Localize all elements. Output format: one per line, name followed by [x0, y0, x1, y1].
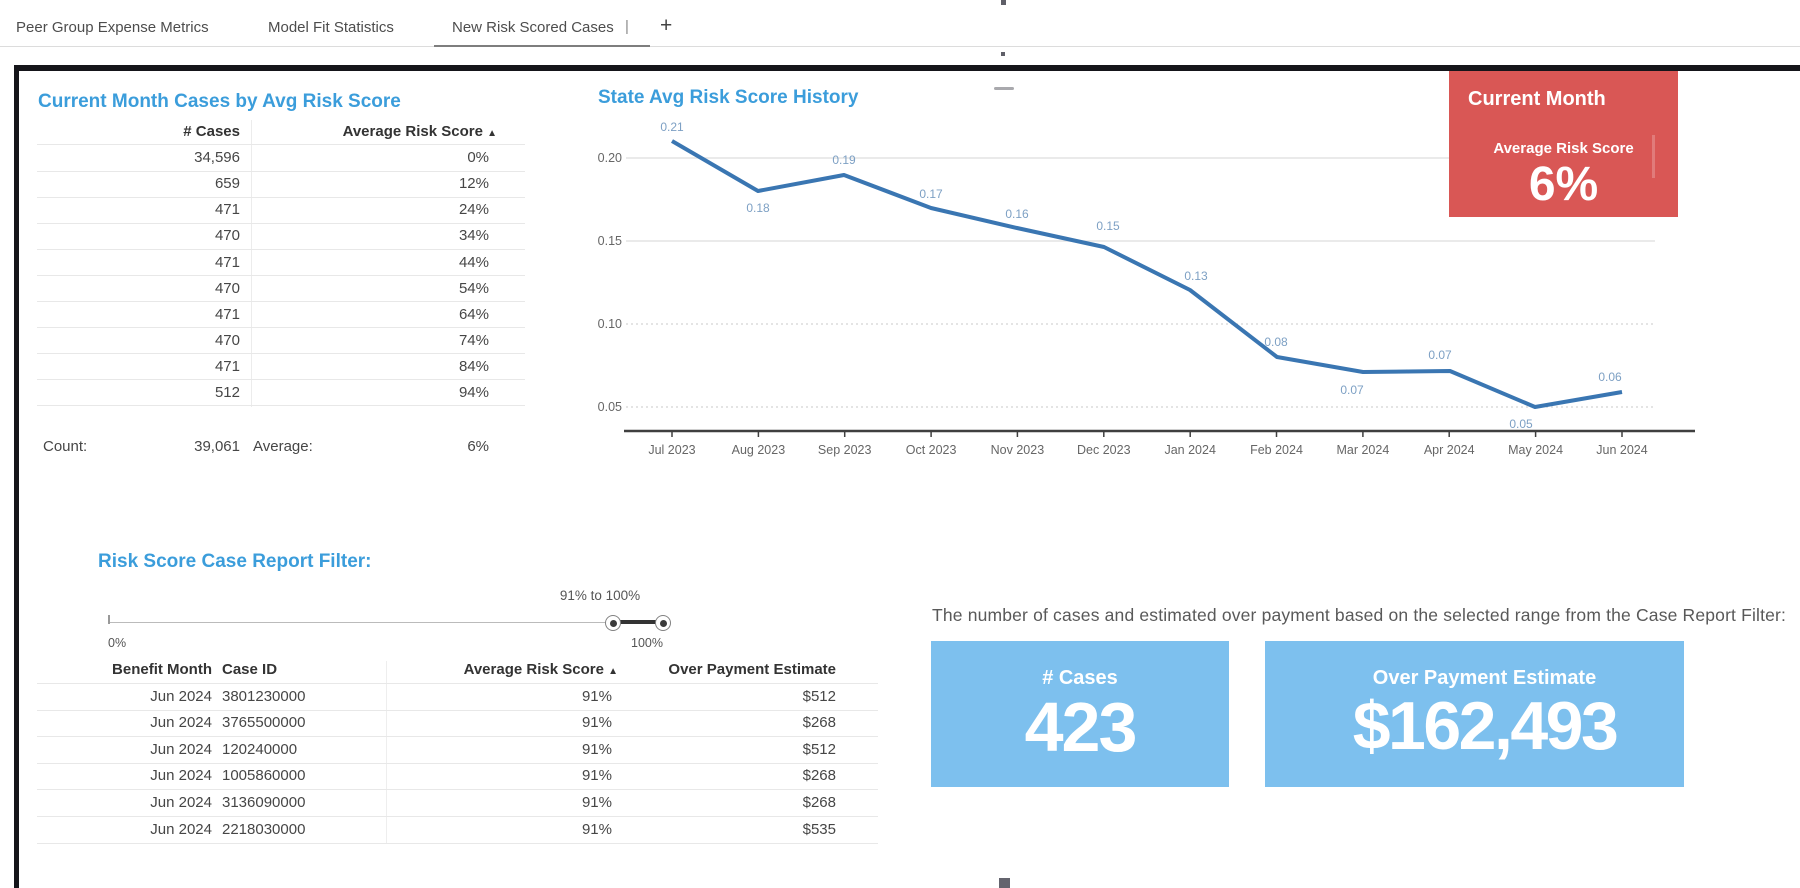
- svg-text:Aug 2023: Aug 2023: [732, 443, 786, 457]
- svg-text:0.13: 0.13: [1184, 269, 1208, 283]
- svg-text:0.16: 0.16: [1005, 207, 1029, 221]
- svg-text:Jul 2023: Jul 2023: [648, 443, 695, 457]
- svg-text:Sep 2023: Sep 2023: [818, 443, 872, 457]
- svg-text:0.18: 0.18: [746, 201, 770, 215]
- svg-text:0.05: 0.05: [598, 400, 622, 414]
- svg-text:0.06: 0.06: [1598, 370, 1622, 384]
- svg-text:0.15: 0.15: [598, 234, 622, 248]
- svg-text:Apr 2024: Apr 2024: [1424, 443, 1475, 457]
- svg-text:Dec 2023: Dec 2023: [1077, 443, 1131, 457]
- svg-text:Nov 2023: Nov 2023: [991, 443, 1045, 457]
- svg-text:0.05: 0.05: [1509, 417, 1533, 431]
- svg-text:0.07: 0.07: [1340, 383, 1364, 397]
- svg-text:Oct 2023: Oct 2023: [906, 443, 957, 457]
- svg-text:0.10: 0.10: [598, 317, 622, 331]
- svg-text:Jan 2024: Jan 2024: [1164, 443, 1215, 457]
- svg-text:0.08: 0.08: [1264, 335, 1288, 349]
- svg-text:0.07: 0.07: [1428, 348, 1452, 362]
- svg-text:0.17: 0.17: [919, 187, 943, 201]
- svg-text:0.15: 0.15: [1096, 219, 1120, 233]
- svg-text:Jun 2024: Jun 2024: [1596, 443, 1647, 457]
- svg-text:Mar 2024: Mar 2024: [1336, 443, 1389, 457]
- svg-text:Feb 2024: Feb 2024: [1250, 443, 1303, 457]
- svg-text:0.20: 0.20: [598, 151, 622, 165]
- svg-text:May 2024: May 2024: [1508, 443, 1563, 457]
- svg-text:0.19: 0.19: [832, 153, 856, 167]
- svg-text:0.21: 0.21: [660, 120, 684, 134]
